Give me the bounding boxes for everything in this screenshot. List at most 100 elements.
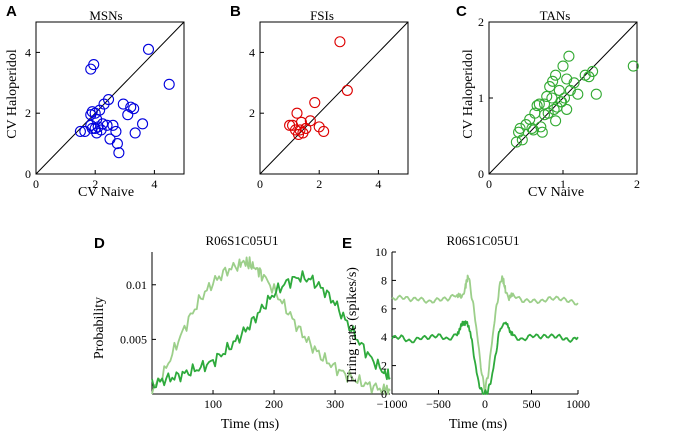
panel-b: B FSIs 0 2 4 2 4 <box>230 3 409 191</box>
panel-c-point <box>550 69 562 81</box>
panel-b-title: FSIs <box>310 8 334 23</box>
panel-c-point <box>541 90 553 103</box>
panel-c-ylabel: CV Haloperidol <box>461 49 476 139</box>
panel-a-point <box>88 59 100 71</box>
panel-c-point <box>516 134 528 146</box>
panel-d-series-light <box>151 256 391 395</box>
panel-c-point <box>572 88 584 100</box>
panel-b-xtick-label: 0 <box>257 177 263 191</box>
panel-c-point <box>558 92 571 104</box>
panel-c-point <box>553 84 565 96</box>
panel-b-axes: 0 2 4 2 4 <box>249 21 409 191</box>
panel-a-point <box>163 78 175 90</box>
panel-a-ytick-label: 2 <box>25 106 31 120</box>
panel-d-xlabel: Time (ms) <box>221 417 280 432</box>
panel-c-point <box>555 96 568 108</box>
panel-a-point <box>101 119 113 131</box>
panel-b-identity-line <box>259 21 409 175</box>
panel-c-point <box>561 103 573 115</box>
panel-a-point <box>74 125 86 137</box>
panel-d-ylabel: Probability <box>92 297 107 359</box>
panel-a-point <box>137 118 149 130</box>
panel-c-xtick-label: 1 <box>560 177 566 191</box>
panel-c-point <box>538 98 551 110</box>
panel-letter-c: C <box>456 3 467 20</box>
panel-c-point <box>563 50 575 62</box>
panel-e-ytick-label: 2 <box>381 359 387 373</box>
panel-e-xtick-label: −500 <box>426 397 451 411</box>
panel-b-point <box>334 36 346 48</box>
panel-e-xlabel: Time (ms) <box>449 417 508 432</box>
panel-b-point <box>318 125 330 137</box>
panel-a-point <box>91 127 103 139</box>
panel-a-point <box>117 98 129 110</box>
panel-e-ylabel: Firing rate (spikes/s) <box>345 267 360 383</box>
panel-e-title: R06S1C05U1 <box>447 233 520 248</box>
panel-a-point <box>97 118 109 130</box>
panel-c-title: TANs <box>540 8 571 23</box>
panel-c-xlabel: CV Naive <box>528 185 584 200</box>
panel-b-point <box>284 119 296 131</box>
panel-a-xtick-label: 4 <box>151 177 157 191</box>
panel-e-xtick-label: 1000 <box>566 397 590 411</box>
panel-c-ytick-label: 0 <box>478 167 484 181</box>
panel-e-ytick-label: 8 <box>381 273 387 287</box>
panel-a-axes: 0 2 4 0 2 4 <box>25 21 185 191</box>
panel-d-ytick-label: 0.01 <box>126 278 147 292</box>
panel-c-point <box>627 60 639 72</box>
panel-e-series-dark <box>391 320 579 395</box>
panel-b-point <box>309 97 321 109</box>
panel-e-xtick-label: −1000 <box>377 397 408 411</box>
panel-b-point <box>341 84 353 96</box>
panel-a-point <box>102 93 115 106</box>
panel-a-point <box>107 119 119 131</box>
panel-e: E R06S1C05U1 −1000 −500 0 500 1000 0 2 4 6 8 10 Ti… <box>342 233 590 432</box>
panel-e-xtick-label: 0 <box>482 397 488 411</box>
panel-a-point <box>79 125 91 137</box>
panel-c: C TANs 0 1 2 0 1 2 CV Naive CV Haloperidol <box>456 3 640 200</box>
panel-a-point <box>113 147 125 159</box>
panel-d-xtick-label: 300 <box>326 397 344 411</box>
panel-c-point <box>531 100 543 112</box>
panel-a-point <box>128 103 140 115</box>
panel-letter-a: A <box>6 3 17 20</box>
panel-c-point <box>535 121 547 133</box>
panel-c-ytick-label: 1 <box>478 91 484 105</box>
panel-e-xtick-label: 500 <box>523 397 541 411</box>
panel-a-point <box>111 138 123 150</box>
panel-e-ytick-label: 10 <box>375 245 387 259</box>
panel-b-point <box>292 128 305 141</box>
panel-e-ytick-label: 0 <box>381 387 387 401</box>
panel-c-point <box>590 88 602 100</box>
panel-e-ytick-label: 6 <box>381 302 387 316</box>
panel-letter-e: E <box>342 235 352 252</box>
panel-b-ytick-label: 2 <box>249 106 255 120</box>
panel-d-axes: 100 200 300 0.005 0.01 <box>120 252 391 411</box>
panel-c-point <box>544 81 556 93</box>
panel-a-point <box>122 109 134 121</box>
panel-a-identity-line <box>35 21 185 175</box>
panel-c-xtick-label: 0 <box>486 177 492 191</box>
panel-a-point <box>110 125 122 137</box>
panel-d-xtick-label: 200 <box>265 397 283 411</box>
panel-a-xtick-label: 0 <box>33 177 39 191</box>
panel-a-ytick-label: 0 <box>25 167 31 181</box>
panel-e-series-light <box>391 274 579 394</box>
panel-a-xtick-label: 2 <box>92 177 98 191</box>
panel-d-title: R06S1C05U1 <box>206 233 279 248</box>
panel-a-point <box>129 127 141 139</box>
panel-a-ytick-label: 4 <box>25 45 31 59</box>
panel-c-point <box>550 115 562 127</box>
panel-c-point <box>547 75 559 87</box>
panel-e-ytick-label: 4 <box>381 330 387 344</box>
panel-b-xtick-label: 4 <box>375 177 381 191</box>
panel-d-ytick-label: 0.005 <box>120 332 147 346</box>
panel-c-xtick-label: 2 <box>634 177 640 191</box>
panel-c-identity-line <box>488 21 638 175</box>
panel-c-point <box>548 103 560 115</box>
panel-a-point <box>89 107 101 119</box>
panel-e-axes: −1000 −500 0 500 1000 0 2 4 6 8 10 <box>375 245 590 411</box>
panel-b-frame <box>259 21 409 175</box>
